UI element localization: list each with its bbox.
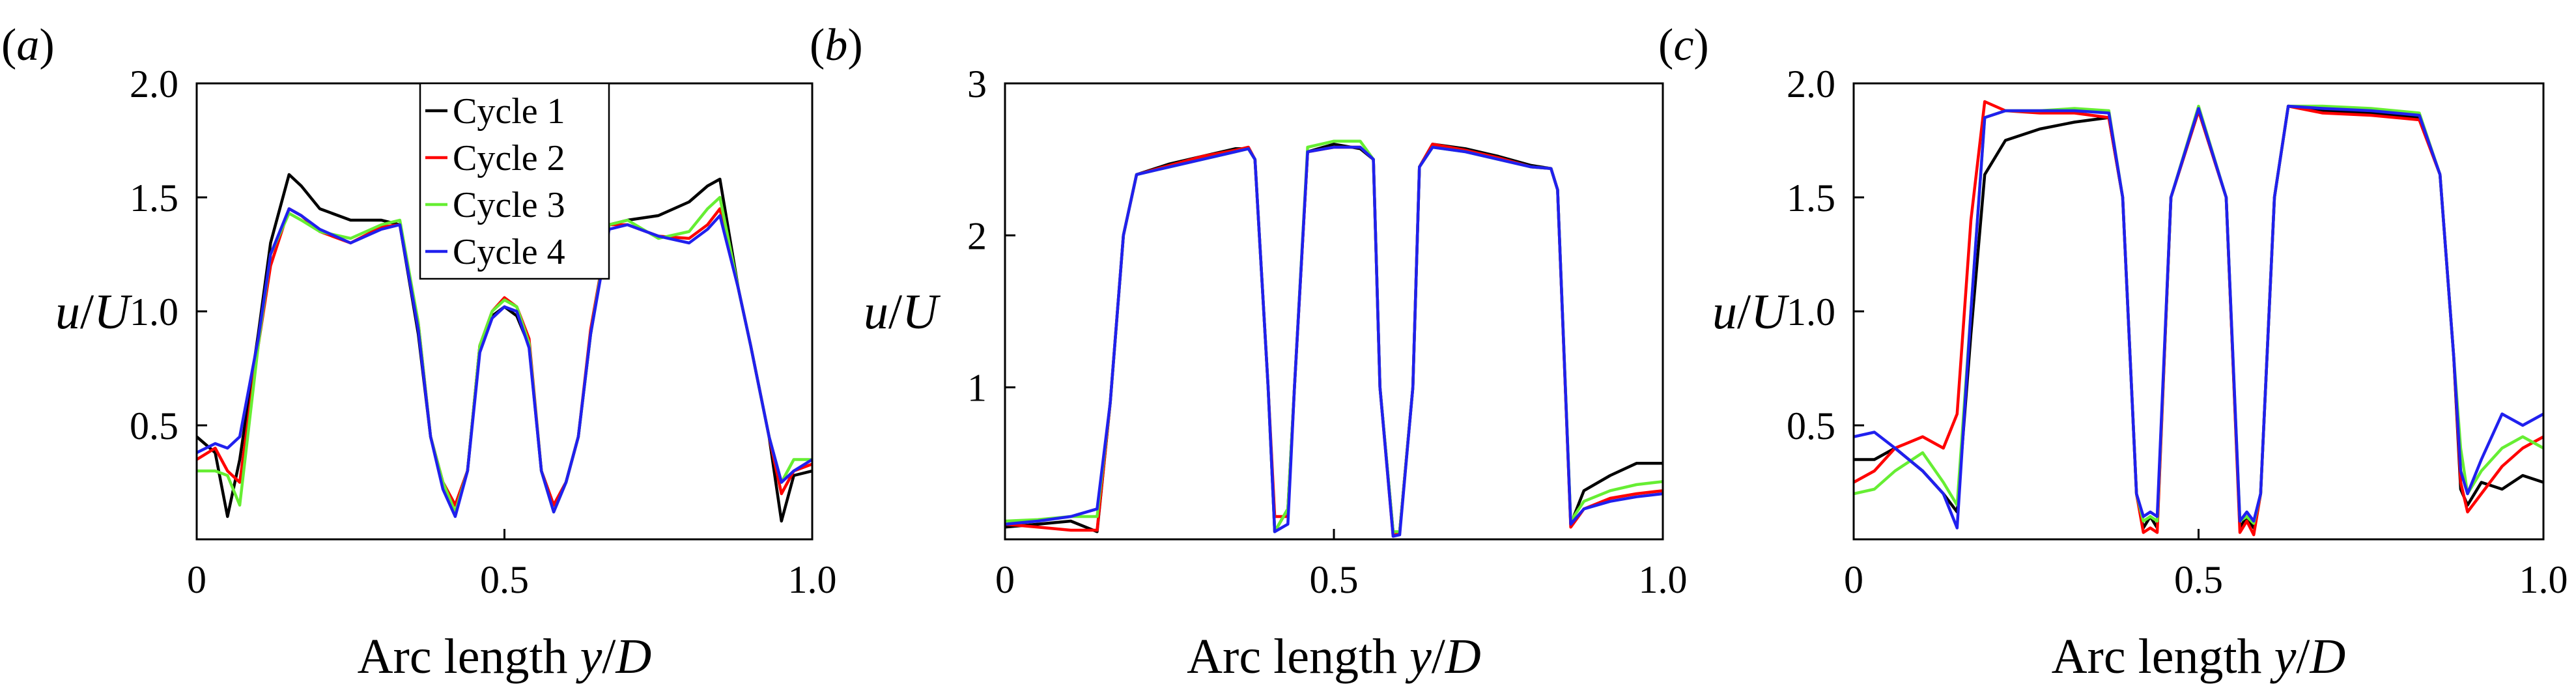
x-tick-label: 1.0 xyxy=(1639,558,1688,601)
series-group xyxy=(1854,102,2543,535)
y-axis-label: u/U xyxy=(1712,285,1789,339)
y-axis-label: u/U xyxy=(864,285,941,339)
x-tick-label: 0.5 xyxy=(1310,558,1359,601)
x-axis-label: Arc length y/D xyxy=(1187,629,1481,684)
legend-entry: Cycle 4 xyxy=(453,232,565,272)
y-tick-label: 1.0 xyxy=(130,291,178,333)
series-line-cycle-3 xyxy=(1854,106,2543,524)
y-axis-label: u/U xyxy=(55,285,132,339)
y-tick-label: 1.5 xyxy=(130,177,178,220)
y-tick-label: 1 xyxy=(967,367,987,410)
x-tick-label: 1.0 xyxy=(788,558,837,601)
panel-label: (b) xyxy=(810,20,863,70)
series-group xyxy=(1005,141,1663,537)
x-tick-label: 0 xyxy=(187,558,206,601)
legend-entry: Cycle 1 xyxy=(453,91,565,132)
y-tick-label: 3 xyxy=(967,63,987,106)
x-axis-label: Arc length y/D xyxy=(358,629,652,684)
chart-panel-1: 0 0.5 1.0 0.5 1.0 1.5 2.0 Arc length y/D u/U (a) C… xyxy=(1,20,837,684)
y-tick-label: 2 xyxy=(967,214,987,257)
x-axis-label: Arc length y/D xyxy=(2052,629,2346,684)
panel-label: (a) xyxy=(1,20,55,70)
x-tick-label: 0 xyxy=(1844,558,1863,601)
x-tick-label: 0.5 xyxy=(2174,558,2223,601)
legend: Cycle 1 Cycle 2 Cycle 3 Cycle 4 xyxy=(420,83,609,279)
x-tick-label: 0 xyxy=(995,558,1015,601)
plot-frame xyxy=(1854,83,2543,539)
legend-entry: Cycle 3 xyxy=(453,185,565,225)
y-tick-label: 0.5 xyxy=(130,404,178,447)
series-line-cycle-1 xyxy=(1854,106,2543,528)
chart-panel-2: 0 0.5 1.0 1 2 3 Arc length y/D u/U (b) xyxy=(810,20,1688,684)
y-tick-label: 2.0 xyxy=(130,63,178,106)
series-line-cycle-4 xyxy=(1854,106,2543,528)
series-line-cycle-2 xyxy=(1854,102,2543,535)
legend-entry: Cycle 2 xyxy=(453,138,565,178)
chart-panel-3: 0 0.5 1.0 0.5 1.0 1.5 2.0 Arc length y/D u/U (c) xyxy=(1658,20,2568,684)
panel-label: (c) xyxy=(1658,20,1709,70)
y-tick-label: 1.0 xyxy=(1787,291,1835,333)
y-tick-label: 2.0 xyxy=(1787,63,1835,106)
x-tick-label: 0.5 xyxy=(480,558,529,601)
x-tick-label: 1.0 xyxy=(2519,558,2568,601)
y-tick-label: 0.5 xyxy=(1787,404,1835,447)
y-tick-label: 1.5 xyxy=(1787,177,1835,220)
